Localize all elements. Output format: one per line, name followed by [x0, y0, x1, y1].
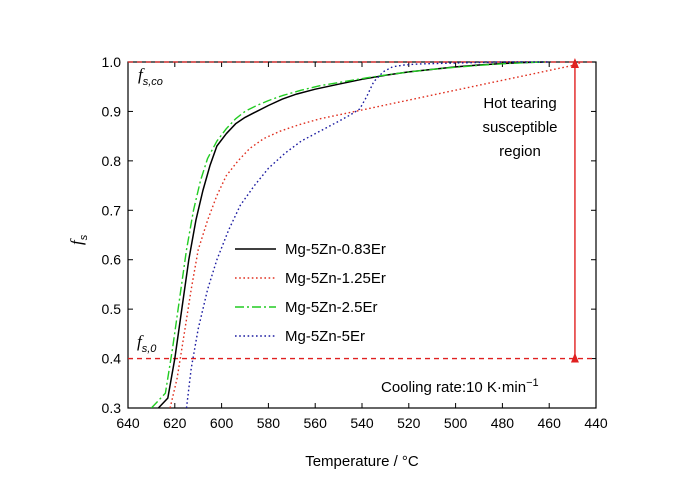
x-tick-label: 460	[538, 415, 562, 431]
series-line-2	[150, 61, 545, 408]
x-tick-label: 580	[257, 415, 281, 431]
y-axis-title: fs	[67, 234, 90, 245]
x-tick-label: 540	[350, 415, 374, 431]
y-tick-label: 0.9	[102, 103, 122, 119]
series-line-3	[185, 61, 550, 408]
x-tick-label: 480	[491, 415, 515, 431]
y-tick-label: 0.3	[102, 400, 122, 416]
cooling-rate-label: Cooling rate:10 K·min−1	[381, 377, 539, 396]
x-tick-label: 440	[584, 415, 608, 431]
legend-label-1: Mg-5Zn-1.25Er	[285, 270, 386, 287]
legend-label-3: Mg-5Zn-5Er	[285, 328, 365, 345]
y-tick-label: 0.7	[102, 202, 122, 218]
x-tick-label: 640	[116, 415, 140, 431]
y-tick-label: 1.0	[102, 54, 122, 70]
x-tick-label: 520	[397, 415, 421, 431]
y-tick-label: 0.8	[102, 153, 122, 169]
x-axis-title: Temperature / °C	[305, 453, 419, 470]
region-label-line: Hot tearing	[483, 95, 556, 112]
x-tick-label: 500	[444, 415, 468, 431]
y-tick-label: 0.5	[102, 301, 122, 317]
legend-label-0: Mg-5Zn-0.83Er	[285, 241, 386, 258]
x-tick-label: 620	[163, 415, 187, 431]
region-label-line: susceptible	[482, 119, 557, 136]
region-label-line: region	[499, 143, 541, 160]
cooling-rate-sup: −1	[526, 377, 539, 389]
y-axis-title-sub: s	[78, 234, 90, 240]
x-tick-label: 560	[304, 415, 328, 431]
fs-0-sub: s,0	[142, 343, 158, 355]
fs-co-sub: s,co	[143, 76, 163, 88]
x-tick-label: 600	[210, 415, 234, 431]
y-tick-label: 0.6	[102, 252, 122, 268]
legend-label-2: Mg-5Zn-2.5Er	[285, 299, 378, 316]
y-tick-label: 0.4	[102, 351, 122, 367]
